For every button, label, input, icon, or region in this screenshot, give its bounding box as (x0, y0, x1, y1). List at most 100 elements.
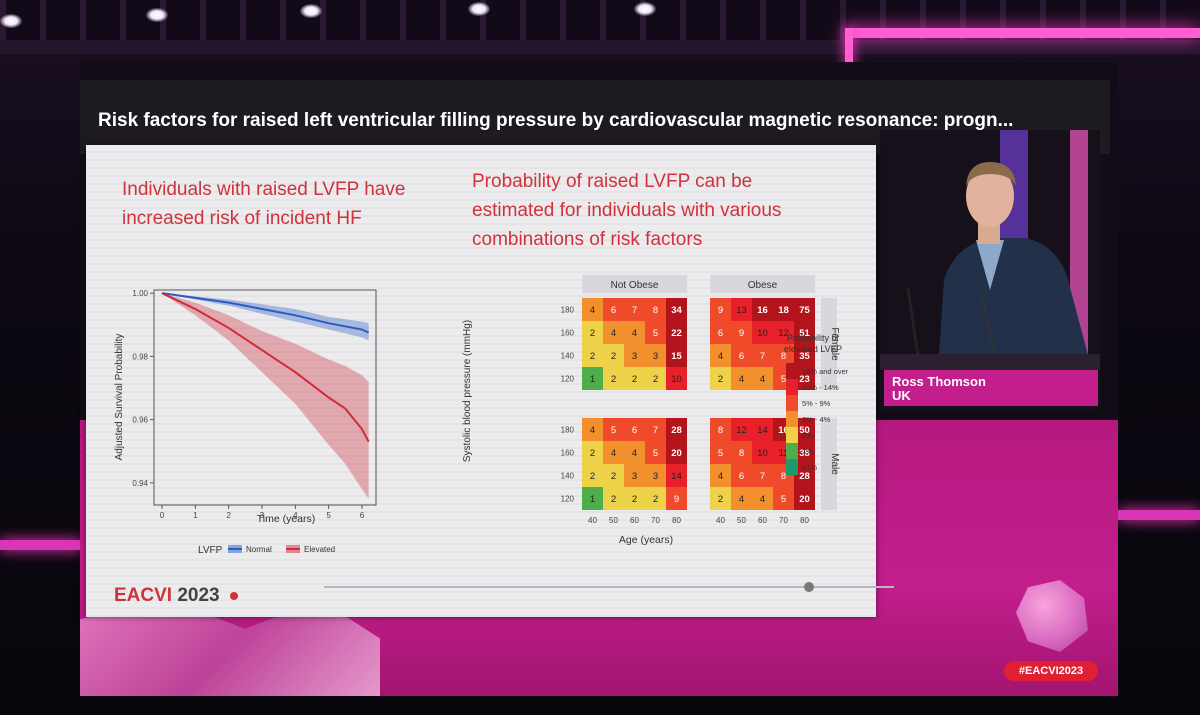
facet-label: Not Obese (611, 280, 659, 291)
heatmap-cell (666, 441, 687, 464)
heatmap-cell (710, 367, 731, 390)
heatmap-cell (645, 418, 666, 441)
heatmap-cell-label: 6 (739, 351, 744, 362)
heatmap-cell-label: 75 (799, 305, 810, 316)
heatmap-cell-label: 38 (799, 448, 810, 459)
y-tick-label: 120 (561, 495, 575, 504)
heatmap-cell (624, 298, 645, 321)
heatmap-cell (731, 487, 752, 510)
heatmap-cell (710, 441, 731, 464)
series-line-normal (161, 292, 370, 334)
heatmap-cell-label: 8 (718, 425, 723, 436)
heatmap-cell-label: 8 (739, 448, 744, 459)
heatmap-cell-label: 4 (718, 471, 723, 482)
y-tick-label: 0.94 (132, 479, 148, 488)
left-heading-line: increased risk of incident HF (122, 208, 362, 229)
heatmap-cell (582, 441, 603, 464)
heatmap-cell-label: 10 (757, 448, 768, 459)
heatmap-cell-label: 5 (781, 374, 786, 385)
heatmap-cell-label: 16 (778, 425, 789, 436)
heatmap-cell-label: 6 (632, 425, 637, 436)
legend-label: 10% - 14% (802, 383, 839, 392)
heatmap-cell (666, 418, 687, 441)
stage-spotlight (634, 2, 656, 16)
heatmap-cell (603, 344, 624, 367)
presentation-title: Risk factors for raised left ventricular… (98, 110, 1014, 131)
y-axis-label: Adjusted Survival Probability (114, 334, 125, 461)
heatmap-cell (624, 487, 645, 510)
heatmap-cell (794, 418, 815, 441)
legend-label: Normal (246, 545, 272, 554)
heatmap-cell (624, 441, 645, 464)
legend-title-line: elevated LVFP (784, 344, 842, 354)
logo-year: 2023 (177, 585, 220, 606)
y-tick-label: 120 (561, 375, 575, 384)
risk-heatmap: Not Obese ObeseFemaleMale1801601401201801… (462, 275, 849, 546)
heatmap-cell-label: 12 (736, 425, 747, 436)
heatmap-cell-label: 2 (611, 471, 616, 482)
heatmap-cell (773, 321, 794, 344)
heatmap-cell (582, 367, 603, 390)
y-tick-label: 160 (561, 329, 575, 338)
y-tick-label: 180 (561, 306, 575, 315)
heatmap-cell-label: 9 (674, 494, 679, 505)
heatmap-cell-label: 12 (778, 328, 789, 339)
legend-label: Elevated (304, 545, 335, 554)
legend-title: LVFP (198, 545, 223, 556)
heatmap-cell-label: 2 (718, 374, 723, 385)
heatmap-cell (582, 487, 603, 510)
facet-strip (821, 298, 837, 390)
footer-rule (324, 586, 894, 588)
heatmap-cell-label: 10 (757, 328, 768, 339)
heatmap-cell-label: 20 (799, 494, 810, 505)
heatmap-cell-label: 2 (590, 471, 595, 482)
heatmap-cell (666, 367, 687, 390)
heatmap-cell-label: 28 (799, 471, 810, 482)
heatmap-cell (752, 367, 773, 390)
heatmap-cell-label: 4 (739, 494, 744, 505)
heatmap-cell (666, 321, 687, 344)
heatmap-cell (731, 367, 752, 390)
heatmap-cell (603, 487, 624, 510)
y-tick-label: 160 (561, 449, 575, 458)
survival-chart: 0 1 2 3 4 5 6 1.00 0.98 0.96 0.94 Time (years) Adj… (114, 289, 377, 556)
heatmap-cell (582, 464, 603, 487)
heatmap-cell-label: 3 (632, 351, 637, 362)
heatmap-cell (645, 367, 666, 390)
heatmap-cell-label: 2 (590, 351, 595, 362)
heatmap-cell (582, 321, 603, 344)
x-tick-label: 80 (800, 516, 809, 525)
heatmap-cell-label: 13 (736, 305, 747, 316)
left-heading-line: Individuals with raised LVFP have (122, 179, 406, 200)
x-tick-label: 40 (716, 516, 725, 525)
heatmap-cell-label: 4 (590, 305, 595, 316)
heatmap-cell-label: 2 (590, 448, 595, 459)
legend-label: 3% - 4% (802, 415, 831, 424)
heatmap-cell-label: 2 (653, 494, 658, 505)
heatmap-cell (773, 344, 794, 367)
heatmap-cell (666, 487, 687, 510)
x-tick-label: 1 (193, 511, 198, 520)
heatmap-cell (645, 464, 666, 487)
legend-swatch (786, 443, 798, 459)
heatmap-cell-label: 10 (671, 374, 682, 385)
heatmap-cell (603, 321, 624, 344)
heatmap-cell (645, 441, 666, 464)
heatmap-cell (710, 464, 731, 487)
heatmap-cell (773, 298, 794, 321)
stage-spotlight (0, 14, 22, 28)
speaker-figure (880, 130, 1100, 410)
heatmap-cell (752, 487, 773, 510)
heatmap-cell-label: 8 (781, 351, 786, 362)
heatmap-cell (752, 344, 773, 367)
right-heading-line: estimated for individuals with various (472, 200, 782, 221)
heatmap-cell (731, 441, 752, 464)
heatmap-cell-label: 3 (653, 471, 658, 482)
heatmap-cell-label: 8 (653, 305, 658, 316)
heatmap-cell-label: 4 (739, 374, 744, 385)
eacvi-logo: EACVI 2023 (114, 585, 220, 607)
heatmap-cell-label: 7 (632, 305, 637, 316)
x-tick-label: 70 (779, 516, 788, 525)
heatmap-cell-label: 3 (632, 471, 637, 482)
heatmap-cell-label: 2 (611, 351, 616, 362)
